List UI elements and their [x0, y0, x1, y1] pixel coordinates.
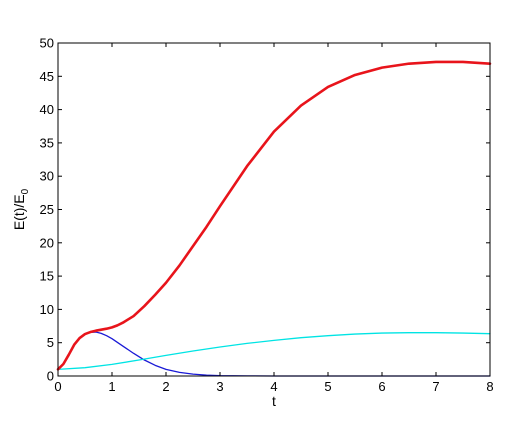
x-tick-label: 8 [486, 379, 493, 394]
x-tick-label: 4 [270, 379, 277, 394]
y-tick-label: 0 [47, 369, 54, 384]
x-tick-label: 2 [162, 379, 169, 394]
plot-frame [57, 42, 491, 377]
x-tick-label: 5 [324, 379, 331, 394]
y-tick-label: 40 [40, 102, 54, 117]
series-layer [56, 60, 492, 377]
x-tick-label: 1 [108, 379, 115, 394]
x-tick-label: 6 [378, 379, 385, 394]
x-tick-label: 3 [216, 379, 223, 394]
y-tick-label: 25 [40, 202, 54, 217]
y-tick-label: 45 [40, 69, 54, 84]
y-tick-label: 30 [40, 169, 54, 184]
y-axis-label-main: E(t)/E [11, 194, 27, 230]
series-line-0 [56, 60, 492, 371]
y-tick-label: 50 [40, 36, 54, 51]
y-tick-label: 15 [40, 269, 54, 284]
series-line-2 [57, 332, 491, 370]
x-tick-label: 7 [432, 379, 439, 394]
y-tick-label: 20 [40, 235, 54, 250]
y-tick-label: 35 [40, 135, 54, 150]
x-tick-label: 0 [54, 379, 61, 394]
y-tick-label: 5 [47, 335, 54, 350]
x-axis-label: t [272, 393, 276, 409]
y-axis-label: E(t)/E0 [11, 188, 31, 230]
ticks-layer [57, 42, 491, 377]
series-line-1 [57, 331, 491, 377]
y-tick-label: 10 [40, 302, 54, 317]
y-axis-label-subscript: 0 [20, 188, 31, 194]
